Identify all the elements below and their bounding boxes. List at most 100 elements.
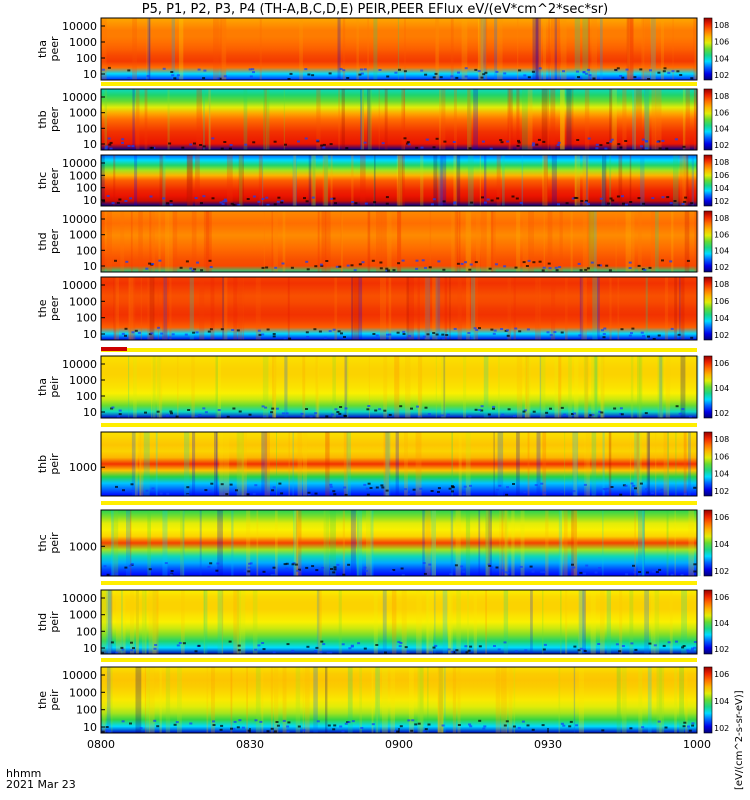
flux-streak — [381, 211, 387, 272]
noise-pixel — [219, 566, 223, 569]
flux-streak — [449, 277, 451, 340]
flux-streak — [675, 432, 677, 496]
colorbar-tick-label: 104 — [714, 125, 729, 134]
noise-pixel — [272, 333, 276, 335]
y-tick-label: 10 — [83, 721, 97, 734]
noise-pixel — [220, 328, 224, 331]
noise-pixel — [464, 261, 467, 264]
noise-pixel — [687, 650, 691, 653]
flux-streak — [158, 211, 161, 272]
flux-streak — [593, 211, 597, 272]
flux-streak — [199, 277, 205, 340]
panel-frame — [100, 355, 698, 419]
noise-pixel — [487, 413, 491, 416]
flux-streak — [581, 277, 587, 340]
noise-pixel — [307, 73, 311, 76]
flux-streak — [432, 277, 438, 340]
y-axis-label: peir — [48, 453, 61, 475]
noise-pixel — [630, 642, 634, 645]
noise-pixel — [480, 76, 484, 79]
flux-streak — [238, 155, 244, 206]
noise-pixel — [389, 569, 393, 572]
flux-streak — [631, 211, 635, 272]
flux-streak — [587, 18, 590, 80]
noise-pixel — [115, 485, 118, 488]
y-tick-label: 1000 — [69, 461, 97, 474]
colorbar — [703, 210, 713, 273]
noise-pixel — [678, 412, 682, 415]
noise-pixel — [246, 493, 250, 496]
panel-frame — [100, 88, 698, 151]
flux-streak — [465, 432, 471, 496]
noise-pixel — [439, 76, 443, 79]
flux-streak — [221, 18, 226, 80]
noise-pixel — [519, 201, 523, 204]
noise-pixel — [622, 484, 626, 487]
noise-pixel — [404, 646, 408, 649]
noise-pixel — [131, 145, 135, 148]
flux-streak — [313, 667, 318, 733]
flux-streak — [570, 211, 573, 272]
noise-pixel — [332, 490, 336, 493]
noise-pixel — [463, 485, 467, 488]
noise-pixel — [624, 140, 628, 142]
noise-pixel — [489, 147, 493, 150]
spectrogram-field — [101, 211, 697, 272]
flux-streak — [541, 89, 548, 150]
noise-pixel — [671, 70, 675, 73]
noise-pixel — [693, 641, 697, 643]
noise-pixel — [469, 725, 473, 728]
colorbar-tick-label: 108 — [714, 280, 729, 289]
noise-pixel — [102, 200, 106, 203]
flux-streak — [630, 356, 634, 418]
noise-pixel — [132, 647, 135, 650]
noise-pixel — [527, 259, 531, 262]
noise-pixel — [124, 566, 128, 569]
colorbar-tick-label: 106 — [714, 452, 729, 461]
flux-streak — [356, 510, 363, 576]
noise-pixel — [432, 146, 436, 149]
noise-pixel — [252, 195, 256, 198]
noise-pixel — [230, 727, 233, 730]
y-tick-label: 10000 — [62, 213, 97, 226]
noise-pixel — [679, 74, 683, 76]
noise-pixel — [399, 642, 403, 644]
noise-pixel — [628, 267, 632, 269]
noise-pixel — [332, 571, 336, 574]
noise-pixel — [303, 197, 306, 200]
noise-pixel — [645, 488, 648, 491]
flux-streak — [442, 590, 448, 654]
noise-pixel — [241, 726, 245, 729]
noise-pixel — [153, 647, 157, 650]
flux-streak — [578, 590, 583, 654]
flux-streak — [437, 667, 440, 733]
noise-pixel — [661, 259, 664, 262]
noise-pixel — [364, 202, 368, 205]
flux-streak — [535, 277, 539, 340]
flux-streak — [402, 155, 405, 206]
noise-pixel — [469, 645, 473, 648]
noise-pixel — [171, 333, 175, 336]
flux-streak — [637, 356, 643, 418]
flux-streak — [136, 590, 139, 654]
noise-pixel — [328, 330, 332, 333]
noise-pixel — [677, 333, 681, 336]
noise-pixel — [345, 147, 349, 150]
flux-streak — [438, 155, 443, 206]
flux-streak — [586, 211, 591, 272]
noise-pixel — [322, 143, 326, 146]
flux-streak — [106, 590, 112, 654]
y-tick-label: 10 — [83, 642, 97, 655]
noise-pixel — [272, 651, 276, 654]
noise-pixel — [503, 265, 507, 268]
noise-pixel — [531, 728, 535, 731]
flux-streak — [536, 432, 541, 496]
flux-streak — [155, 432, 158, 496]
noise-pixel — [579, 571, 583, 574]
y-axis-label: peir — [48, 532, 61, 554]
flux-streak — [403, 89, 405, 150]
flux-streak — [149, 211, 152, 272]
flux-streak — [636, 432, 639, 496]
flux-streak — [508, 89, 511, 150]
noise-pixel — [547, 262, 551, 265]
